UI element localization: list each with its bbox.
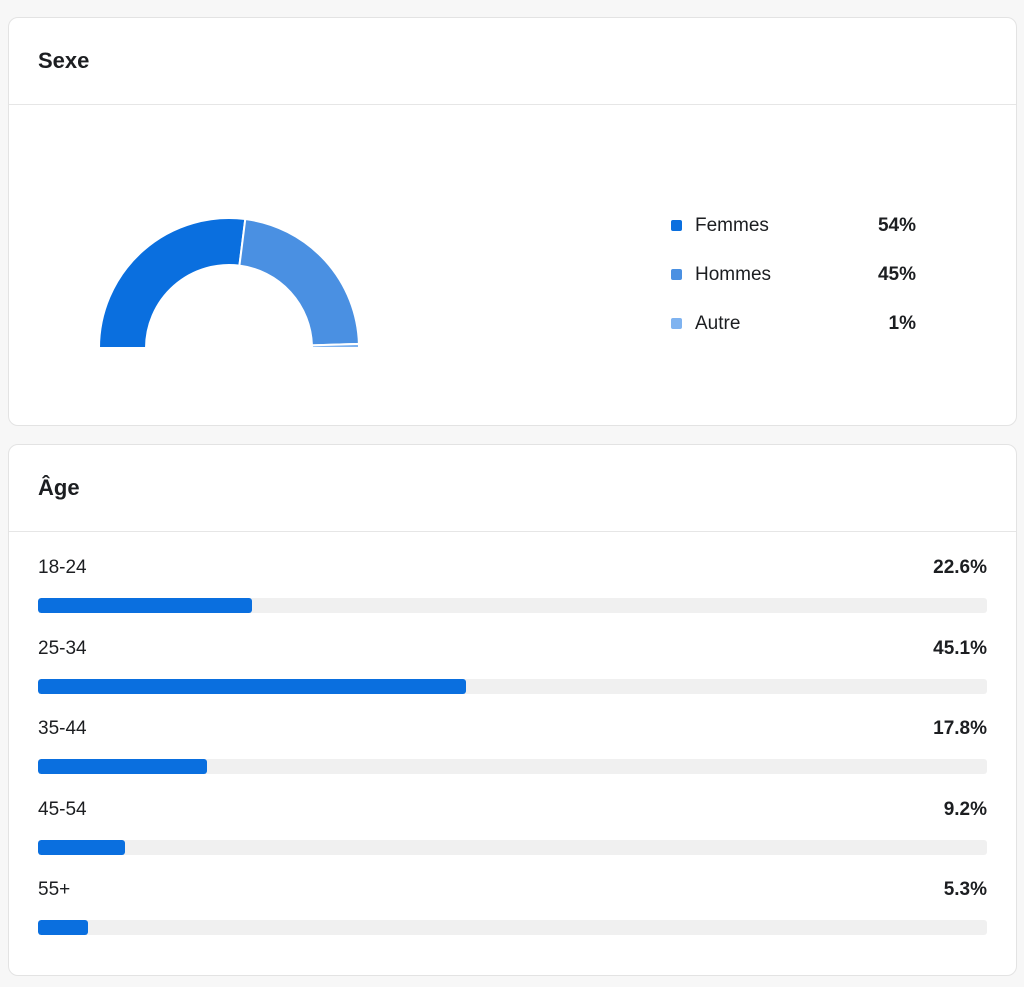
legend-swatch-hommes [671, 269, 682, 280]
donut-slice-hommes [238, 217, 360, 347]
age-row-18-24: 18-24 22.6% [38, 555, 987, 636]
age-row-35-44: 35-44 17.8% [38, 716, 987, 797]
age-row-45-54: 45-54 9.2% [38, 797, 987, 878]
legend-label: Autre [695, 312, 741, 334]
donut-slice-femmes [97, 217, 247, 349]
gender-card: Sexe Femmes 54% Hommes 45% Autre 1% [8, 17, 1017, 426]
legend-swatch-autre [671, 318, 682, 329]
age-row-25-34: 25-34 45.1% [38, 636, 987, 717]
gender-legend: Femmes 54% Hommes 45% Autre 1% [671, 201, 916, 348]
legend-item-autre: Autre 1% [671, 299, 916, 348]
legend-value: 45% [877, 263, 916, 285]
age-bar-fill [38, 839, 126, 855]
legend-label: Hommes [695, 263, 772, 285]
age-value: 17.8% [933, 718, 987, 739]
gender-donut-svg [97, 217, 361, 349]
age-bar-track [38, 759, 987, 774]
legend-value: 54% [877, 214, 916, 236]
age-row-55-plus: 55+ 5.3% [38, 877, 987, 958]
age-value: 9.2% [943, 798, 987, 820]
gender-card-header: Sexe [9, 18, 1016, 105]
age-card-title: Âge [38, 475, 80, 500]
age-bar-track [38, 598, 987, 613]
age-value: 5.3% [943, 879, 987, 900]
age-label: 45-54 [38, 798, 87, 820]
legend-item-hommes: Hommes 45% [671, 250, 916, 299]
age-value: 22.6% [933, 557, 987, 578]
age-bar-fill [38, 678, 466, 694]
legend-item-femmes: Femmes 54% [671, 201, 916, 250]
age-bar-track [38, 839, 987, 855]
age-card: Âge 18-24 22.6% 25-34 45.1% 35-44 17.8% [8, 444, 1017, 976]
gender-card-title: Sexe [38, 48, 90, 73]
legend-swatch-femmes [671, 220, 682, 231]
donut-slice-autre [310, 342, 361, 349]
age-bar-list: 18-24 22.6% 25-34 45.1% 35-44 17.8% 45-5… [38, 555, 987, 958]
age-label: 55+ [38, 879, 71, 900]
age-label: 25-34 [38, 637, 87, 659]
age-bar-fill [38, 759, 207, 774]
gender-donut-chart [89, 198, 369, 358]
age-bar-track [38, 678, 987, 694]
age-bar-track [38, 920, 987, 935]
age-bar-fill [38, 598, 253, 613]
legend-value: 1% [888, 312, 916, 334]
age-bar-fill [38, 920, 89, 935]
age-label: 35-44 [38, 718, 87, 739]
age-card-header: Âge [9, 445, 1016, 532]
age-label: 18-24 [38, 557, 87, 578]
age-value: 45.1% [933, 637, 987, 659]
legend-label: Femmes [695, 214, 769, 236]
